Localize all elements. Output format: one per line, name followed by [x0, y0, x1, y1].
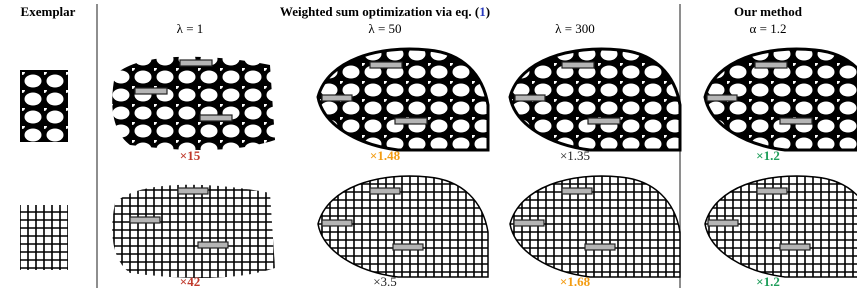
speed-factor: ×1.35	[560, 148, 590, 163]
headers: Exemplar Weighted sum optimization via e…	[21, 4, 803, 36]
handle	[200, 115, 232, 121]
handle	[370, 188, 400, 194]
handle	[135, 88, 167, 94]
speed-factor: ×1.48	[370, 148, 401, 163]
handle	[707, 95, 737, 101]
handle	[585, 244, 615, 250]
handle	[370, 62, 402, 68]
param: α = 1.2	[750, 21, 787, 36]
handle	[780, 118, 812, 124]
param: λ = 50	[368, 21, 401, 36]
handle	[178, 188, 208, 194]
handle	[562, 188, 592, 194]
result-image	[112, 57, 275, 150]
title-close: )	[486, 4, 490, 19]
weighted-title: Weighted sum optimization via eq. (1)	[280, 4, 490, 19]
speed-factor: ×1.68	[560, 274, 591, 289]
speed-factor: ×3.5	[373, 274, 397, 289]
handle	[515, 95, 545, 101]
row-1-images	[112, 49, 857, 150]
speed-factor: ×1.2	[756, 274, 780, 289]
param: λ = 300	[555, 21, 595, 36]
speed-factor: ×15	[180, 148, 201, 163]
handle	[180, 60, 212, 66]
handle	[780, 244, 810, 250]
speed-factor: ×1.2	[756, 148, 780, 163]
exemplar-image	[20, 70, 68, 142]
handle	[393, 244, 423, 250]
param: λ = 1	[177, 21, 204, 36]
handle	[198, 242, 228, 248]
exemplars	[20, 70, 68, 270]
handle	[562, 62, 594, 68]
ours-title: Our method	[734, 4, 803, 19]
handle	[514, 220, 544, 226]
handle	[588, 118, 620, 124]
handle	[395, 118, 427, 124]
handle	[708, 220, 738, 226]
handle	[322, 95, 352, 101]
exemplar-image	[20, 205, 68, 270]
title-text: Weighted sum optimization via eq. (	[280, 4, 479, 19]
figure: Exemplar Weighted sum optimization via e…	[0, 0, 857, 290]
result-image	[112, 185, 275, 278]
handle	[322, 220, 352, 226]
handle	[755, 62, 787, 68]
row-2-images	[112, 176, 857, 278]
exemplar-title: Exemplar	[21, 4, 76, 19]
handle	[130, 217, 160, 223]
speed-factor: ×42	[180, 274, 200, 289]
handle	[757, 188, 787, 194]
